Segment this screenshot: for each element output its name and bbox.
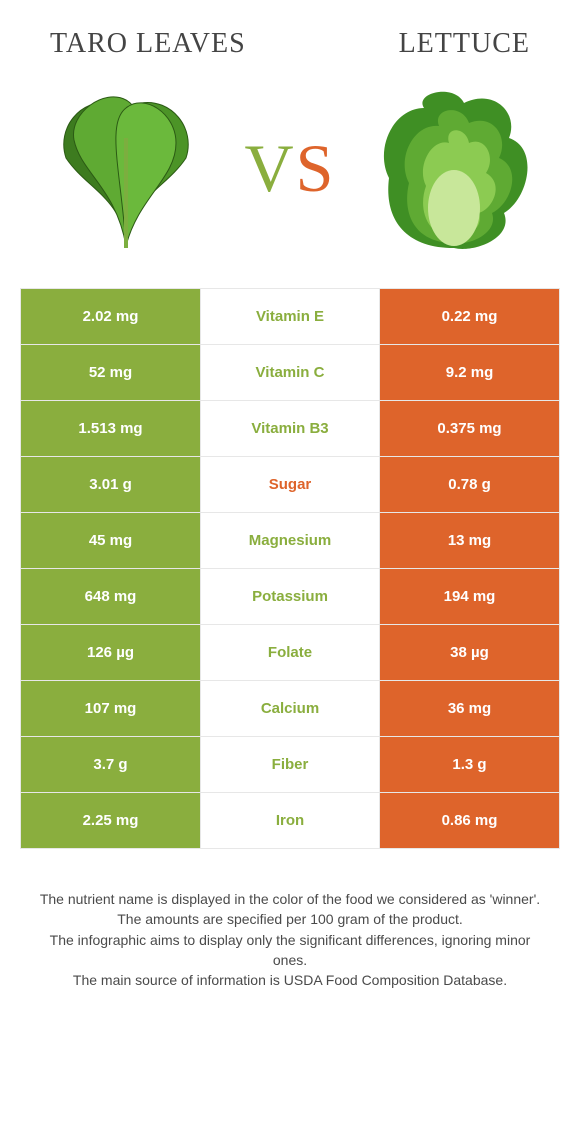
right-value: 13 mg [379, 513, 559, 568]
right-value: 0.78 g [379, 457, 559, 512]
left-value: 126 µg [21, 625, 201, 680]
nutrient-label: Folate [201, 625, 379, 680]
footnote-line: The infographic aims to display only the… [32, 930, 548, 971]
table-row: 3.01 gSugar0.78 g [21, 456, 559, 512]
left-value: 52 mg [21, 345, 201, 400]
right-value: 9.2 mg [379, 345, 559, 400]
nutrient-label: Sugar [201, 457, 379, 512]
table-row: 45 mgMagnesium13 mg [21, 512, 559, 568]
right-value: 0.22 mg [379, 289, 559, 344]
table-row: 3.7 gFiber1.3 g [21, 736, 559, 792]
left-value: 3.01 g [21, 457, 201, 512]
nutrient-label: Magnesium [201, 513, 379, 568]
table-row: 2.25 mgIron0.86 mg [21, 792, 559, 848]
footnote-line: The main source of information is USDA F… [32, 970, 548, 990]
left-value: 648 mg [21, 569, 201, 624]
left-title: Taro leaves [50, 28, 246, 60]
right-value: 194 mg [379, 569, 559, 624]
table-row: 648 mgPotassium194 mg [21, 568, 559, 624]
lettuce-icon [354, 78, 554, 258]
left-value: 45 mg [21, 513, 201, 568]
lettuce-image [354, 78, 554, 258]
hero-row: VS [20, 60, 560, 288]
left-value: 3.7 g [21, 737, 201, 792]
footnote-line: The amounts are specified per 100 gram o… [32, 909, 548, 929]
right-value: 38 µg [379, 625, 559, 680]
left-value: 107 mg [21, 681, 201, 736]
left-value: 2.25 mg [21, 793, 201, 848]
footnote-line: The nutrient name is displayed in the co… [32, 889, 548, 909]
nutrient-label: Potassium [201, 569, 379, 624]
vs-s: S [296, 130, 336, 206]
nutrient-table: 2.02 mgVitamin E0.22 mg52 mgVitamin C9.2… [20, 288, 560, 849]
table-row: 1.513 mgVitamin B30.375 mg [21, 400, 559, 456]
right-value: 36 mg [379, 681, 559, 736]
left-value: 2.02 mg [21, 289, 201, 344]
table-row: 2.02 mgVitamin E0.22 mg [21, 288, 559, 344]
infographic-container: Taro leaves Lettuce VS [0, 0, 580, 1010]
taro-leaves-image [26, 78, 226, 258]
nutrient-label: Vitamin E [201, 289, 379, 344]
right-value: 0.86 mg [379, 793, 559, 848]
right-value: 1.3 g [379, 737, 559, 792]
right-value: 0.375 mg [379, 401, 559, 456]
vs-v: V [245, 130, 296, 206]
nutrient-label: Vitamin C [201, 345, 379, 400]
vs-label: VS [245, 129, 336, 208]
table-row: 107 mgCalcium36 mg [21, 680, 559, 736]
right-title: Lettuce [399, 28, 530, 60]
left-value: 1.513 mg [21, 401, 201, 456]
nutrient-label: Vitamin B3 [201, 401, 379, 456]
table-row: 52 mgVitamin C9.2 mg [21, 344, 559, 400]
taro-leaves-icon [26, 78, 226, 258]
title-row: Taro leaves Lettuce [20, 28, 560, 60]
nutrient-label: Calcium [201, 681, 379, 736]
footnotes: The nutrient name is displayed in the co… [20, 849, 560, 990]
nutrient-label: Iron [201, 793, 379, 848]
table-row: 126 µgFolate38 µg [21, 624, 559, 680]
nutrient-label: Fiber [201, 737, 379, 792]
